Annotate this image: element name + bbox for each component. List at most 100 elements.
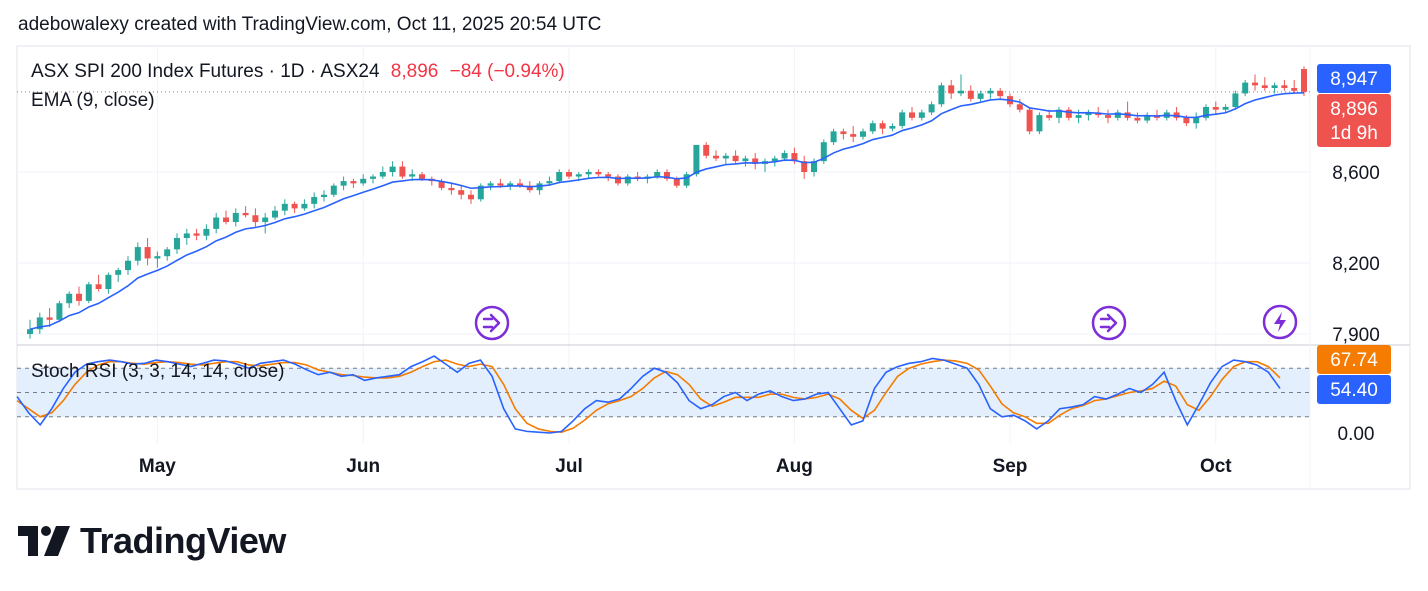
month-label: Jun bbox=[346, 456, 380, 477]
candle bbox=[1203, 104, 1209, 121]
candle bbox=[742, 155, 749, 167]
candle bbox=[889, 123, 896, 132]
candle bbox=[1026, 106, 1033, 135]
symbol-title: ASX SPI 200 Index Futures · 1D · ASX24 bbox=[31, 61, 380, 82]
chart-caption: adebowalexy created with TradingView.com… bbox=[18, 14, 602, 35]
candle bbox=[811, 158, 817, 177]
candle bbox=[458, 185, 465, 200]
event-icon-dividend-2[interactable] bbox=[1091, 305, 1127, 341]
candle bbox=[938, 82, 945, 107]
candle bbox=[105, 272, 112, 294]
candle bbox=[1124, 101, 1131, 121]
candle bbox=[232, 208, 239, 227]
candle bbox=[1056, 106, 1062, 124]
candle bbox=[1036, 112, 1043, 135]
candle bbox=[125, 256, 131, 275]
candle bbox=[291, 201, 298, 213]
candle bbox=[948, 79, 955, 99]
candle bbox=[899, 109, 906, 129]
candle bbox=[830, 128, 837, 145]
price-tick-label: 8,200 bbox=[1332, 254, 1380, 275]
svg-text:8,947: 8,947 bbox=[1330, 69, 1378, 90]
ema-legend[interactable]: EMA (9, close) bbox=[31, 90, 155, 111]
candle bbox=[644, 174, 651, 184]
lightning-icon[interactable] bbox=[1262, 304, 1298, 340]
ema-line bbox=[29, 92, 1305, 331]
svg-text:8,896: 8,896 bbox=[1330, 99, 1378, 120]
candle bbox=[477, 183, 484, 202]
candle bbox=[732, 150, 739, 164]
candle bbox=[752, 153, 759, 170]
candle bbox=[487, 181, 494, 191]
event-icon-dividend-1[interactable] bbox=[474, 305, 510, 341]
candle bbox=[546, 176, 553, 186]
candle bbox=[869, 120, 876, 135]
price-axis: 8,600 8,200 7,900 0.00 bbox=[1332, 163, 1380, 445]
candle bbox=[360, 174, 367, 186]
candle bbox=[174, 233, 180, 254]
candle bbox=[468, 190, 474, 204]
candle bbox=[1291, 79, 1298, 94]
candle bbox=[193, 228, 200, 241]
stoch-rsi-k-line bbox=[16, 355, 1281, 434]
candle bbox=[1222, 104, 1229, 113]
candle bbox=[928, 101, 935, 116]
candle bbox=[556, 169, 563, 184]
stoch-tick-label: 0.00 bbox=[1338, 424, 1375, 445]
candle bbox=[370, 174, 376, 184]
candle bbox=[1114, 109, 1121, 121]
last-price-value: 8,896 bbox=[390, 61, 439, 82]
candle bbox=[1016, 98, 1023, 113]
candle bbox=[350, 178, 357, 188]
candle bbox=[95, 274, 102, 292]
candle bbox=[76, 286, 82, 306]
candle bbox=[860, 128, 866, 140]
candle bbox=[801, 155, 808, 179]
candle bbox=[213, 212, 220, 234]
candle bbox=[664, 169, 670, 182]
candle bbox=[1144, 112, 1151, 124]
candle bbox=[1261, 77, 1268, 91]
candle bbox=[840, 128, 847, 140]
high-price-badge: 8,947 bbox=[1317, 64, 1391, 93]
stoch-d-badge: 67.74 bbox=[1317, 345, 1391, 374]
candle bbox=[223, 210, 229, 225]
svg-text:67.74: 67.74 bbox=[1330, 350, 1378, 371]
candle bbox=[1242, 79, 1249, 97]
price-badges: 8,947 8,896 1d 9h 67.74 54.40 bbox=[1317, 64, 1391, 404]
candle bbox=[389, 161, 396, 177]
candle bbox=[967, 85, 974, 102]
stoch-rsi-legend[interactable]: Stoch RSI (3, 3, 14, 14, close) bbox=[31, 361, 285, 382]
candle bbox=[330, 183, 337, 198]
candle bbox=[566, 169, 572, 179]
candle bbox=[203, 224, 210, 241]
candle bbox=[909, 106, 915, 121]
candle bbox=[242, 206, 249, 218]
month-label: Sep bbox=[993, 456, 1028, 477]
stoch-k-badge: 54.40 bbox=[1317, 375, 1391, 404]
candle bbox=[399, 161, 406, 179]
candle bbox=[379, 166, 386, 179]
candle bbox=[713, 150, 719, 162]
candle bbox=[321, 190, 327, 202]
symbol-legend[interactable]: ASX SPI 200 Index Futures · 1D · ASX24 8… bbox=[31, 61, 565, 83]
candle bbox=[448, 183, 455, 195]
candlestick-series bbox=[27, 66, 1307, 339]
candle bbox=[683, 172, 690, 188]
candle bbox=[595, 169, 602, 177]
candle bbox=[46, 307, 53, 327]
candle bbox=[262, 212, 269, 234]
candle bbox=[585, 169, 592, 179]
tradingview-wordmark: TradingView bbox=[80, 520, 286, 561]
candle bbox=[977, 90, 984, 102]
candle bbox=[115, 267, 122, 282]
candle bbox=[428, 176, 435, 186]
candle bbox=[536, 181, 543, 195]
candle bbox=[1085, 109, 1092, 121]
candle bbox=[1212, 101, 1219, 116]
candle bbox=[1173, 106, 1180, 121]
tradingview-logo[interactable]: TradingView bbox=[18, 520, 286, 562]
candle bbox=[820, 139, 827, 164]
price-change-value: −84 (−0.94%) bbox=[449, 61, 565, 82]
